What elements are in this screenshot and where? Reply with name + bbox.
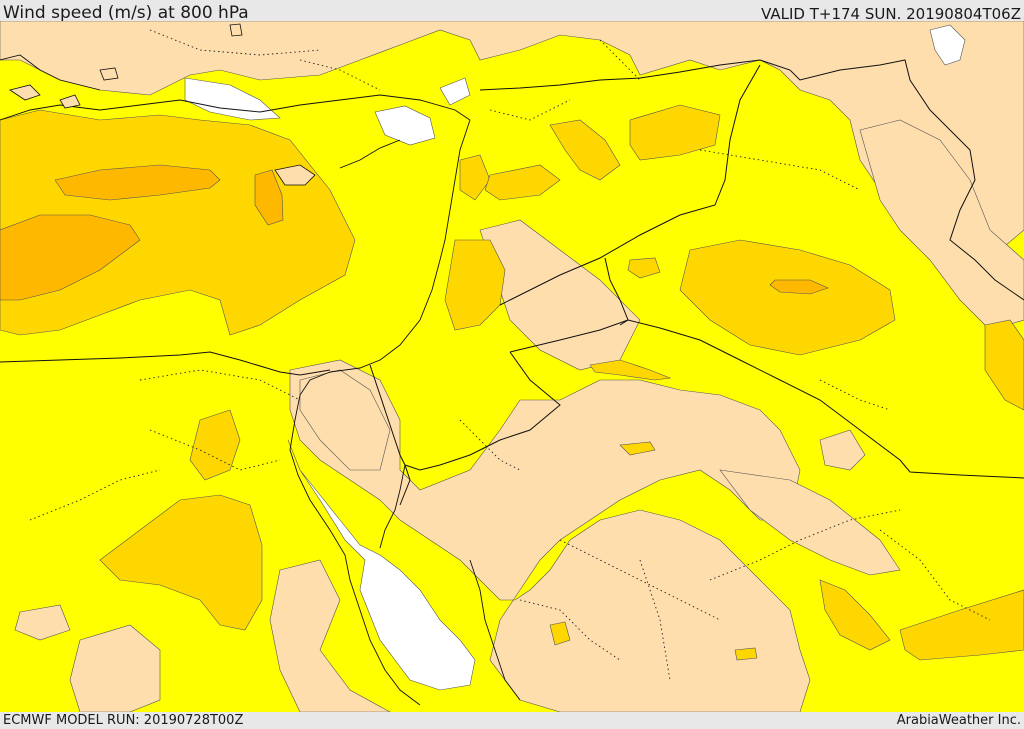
calm-regions [184,24,966,691]
calm-region [374,105,436,146]
high-wind-region [589,359,672,381]
high-wind-region [899,589,1024,661]
low-wind-region [299,369,391,471]
high-wind-region [619,441,656,456]
map-title: Wind speed (m/s) at 800 hPa [3,3,249,23]
low-wind-region [819,429,866,471]
footer-bar: ECMWF MODEL RUN: 20190728T00Z ArabiaWeat… [0,712,1024,729]
island [9,84,41,101]
calm-region [287,439,476,691]
low-wind-region [269,559,391,712]
calm-region [929,24,966,66]
high-wind-region [549,119,621,181]
low-wind-region [859,119,1024,331]
country-borders [0,59,1024,506]
high-wind-region [629,104,721,161]
islands [9,23,316,186]
island [229,23,243,37]
island [274,164,316,186]
very-high-wind-region [0,214,141,301]
island [59,94,81,109]
high-wind-region [0,109,356,336]
high-wind-region [549,621,571,646]
map-svg [0,21,1024,712]
high-wind-region [819,579,891,651]
island [99,67,119,81]
high-wind-region [734,647,758,661]
very-high-wind-region [254,169,284,226]
high-wind-region [189,409,241,481]
high-wind-region [984,319,1024,411]
low-wind-regions [0,21,1024,712]
low-wind-region [69,624,161,712]
low-wind-region [14,604,71,641]
high-wind-region [627,257,661,279]
high-wind-region [444,239,506,331]
calm-region [439,77,471,106]
model-run-label: ECMWF MODEL RUN: 20190728T00Z [3,713,244,728]
internal-boundaries [29,29,991,681]
high-wind-region [484,164,561,201]
wind-speed-map[interactable] [0,21,1024,712]
very-high-wind-regions [0,164,829,301]
very-high-wind-region [54,164,221,201]
high-wind-regions [0,104,1024,661]
credit-label: ArabiaWeather Inc. [896,713,1021,728]
high-wind-region [99,494,263,631]
low-wind-region [289,359,811,712]
low-wind-region [719,469,901,576]
very-high-wind-region [769,279,829,295]
high-wind-region [679,239,896,356]
high-wind-region [459,154,491,201]
valid-time-label: VALID T+174 SUN. 20190804T06Z [761,5,1021,23]
header-bar: Wind speed (m/s) at 800 hPa VALID T+174 … [0,0,1024,23]
